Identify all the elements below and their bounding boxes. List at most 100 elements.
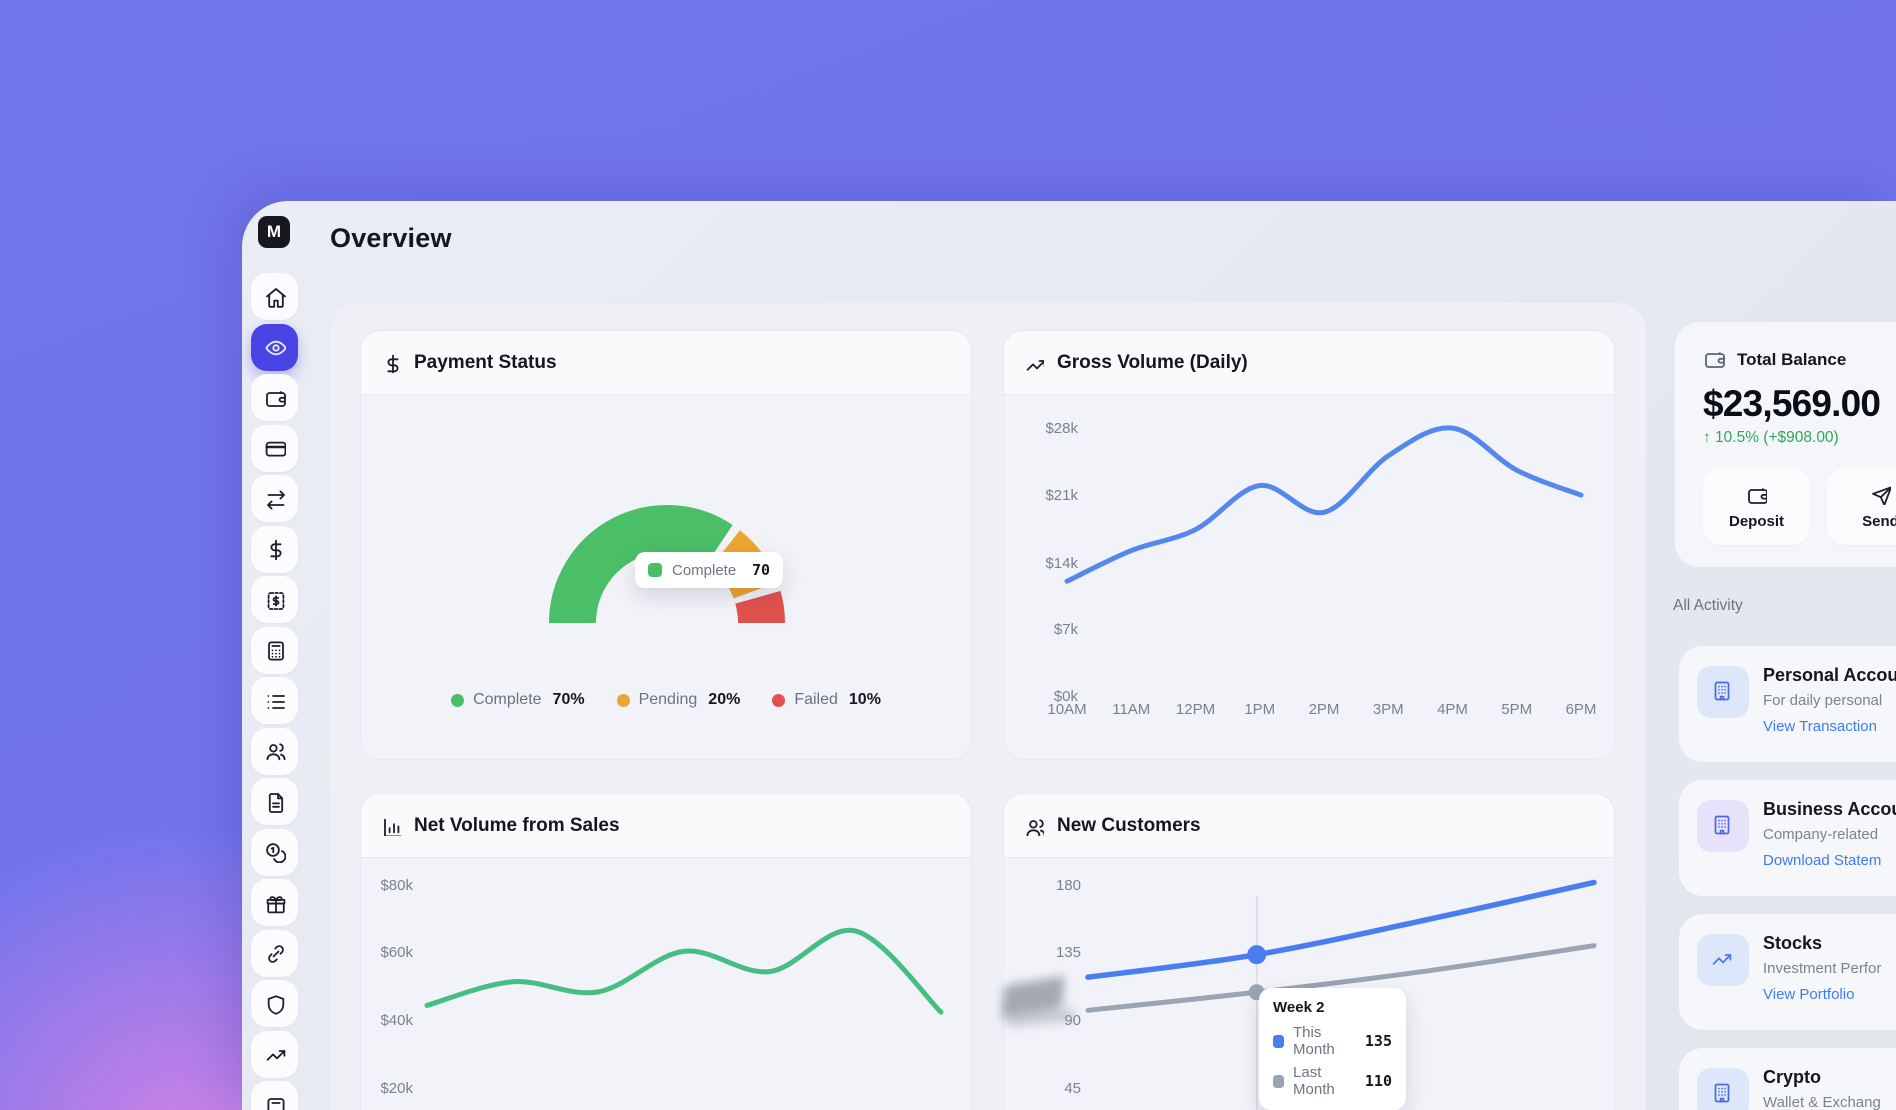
y-tick: 45 xyxy=(1064,1080,1081,1097)
tooltip-label: Complete xyxy=(672,561,737,579)
download-statement-link[interactable]: Download Statem xyxy=(1763,852,1882,869)
activity-item-business-account[interactable]: Business Accou Company-related Download … xyxy=(1679,780,1896,896)
gross-volume-body: $28k $21k $14k $7k $0k 10AM 11AM 12PM 1P… xyxy=(1004,395,1614,760)
sidebar-item-transfers[interactable] xyxy=(251,475,298,522)
x-tick: 6PM xyxy=(1565,701,1597,718)
gauge-legend: Complete 70% Pending 20% Failed 10% xyxy=(361,691,971,709)
sidebar-item-list[interactable] xyxy=(251,677,298,724)
net-volume-header: Net Volume from Sales xyxy=(361,794,971,858)
send-label: Send xyxy=(1862,512,1896,530)
y-tick: 135 xyxy=(1055,944,1081,961)
tooltip-row-this-month: This Month 135 xyxy=(1273,1024,1392,1058)
sidebar-item-device[interactable] xyxy=(251,1081,298,1110)
card-title: Gross Volume (Daily) xyxy=(1057,351,1248,373)
users-icon xyxy=(265,743,286,761)
sidebar-item-security[interactable] xyxy=(251,980,298,1027)
sidebar-item-coins[interactable] xyxy=(251,828,298,876)
x-tick: 3PM xyxy=(1372,701,1404,718)
balance-amount: $23,569.00 xyxy=(1703,383,1881,424)
calculator-icon xyxy=(267,641,284,661)
gauge-tooltip: Complete 70 xyxy=(635,552,783,588)
new-customers-card: New Customers 180 135 90 45 Week 2 This … xyxy=(1003,793,1615,1110)
tooltip-row-last-month: Last Month 110 xyxy=(1273,1064,1392,1098)
deposit-label: Deposit xyxy=(1728,512,1784,530)
balance-actions: Deposit Send xyxy=(1703,468,1896,545)
sidebar-item-home[interactable] xyxy=(251,273,298,320)
sidebar-item-rewards[interactable] xyxy=(251,879,298,926)
sidebar-item-analytics[interactable] xyxy=(251,1030,298,1078)
wallet-icon xyxy=(1748,487,1767,504)
balance-header: Total Balance xyxy=(1703,348,1896,371)
new-customers-body: 180 135 90 45 Week 2 This Month 135 La xyxy=(1004,858,1614,1110)
sidebar-item-invoices[interactable] xyxy=(251,576,298,623)
deposit-button[interactable]: Deposit xyxy=(1703,468,1810,545)
x-tick: 4PM xyxy=(1437,701,1468,718)
payment-status-header: Payment Status xyxy=(361,331,971,395)
activity-subtitle: Company-related xyxy=(1763,826,1879,843)
legend-value: 10% xyxy=(848,691,881,708)
activity-item-crypto[interactable]: Crypto Wallet & Exchang xyxy=(1679,1048,1896,1110)
dollar-icon xyxy=(387,354,399,373)
receipt-icon xyxy=(267,591,284,610)
legend-item-failed: Failed 10% xyxy=(772,691,881,709)
activity-title: Stocks xyxy=(1763,933,1823,953)
activity-title: Business Accou xyxy=(1763,799,1896,819)
link-icon xyxy=(267,945,284,963)
payment-status-card: Payment Status Complete 70 Complete 70% xyxy=(360,330,972,760)
home-icon xyxy=(265,287,286,308)
legend-item-complete: Complete 70% xyxy=(451,691,585,709)
sidebar-item-documents[interactable] xyxy=(251,778,298,825)
total-balance-card: Total Balance $23,569.00 ↑ 10.5% (+$908.… xyxy=(1675,322,1896,567)
page-title: Overview xyxy=(330,223,452,253)
y-tick: $0k xyxy=(1053,688,1078,705)
x-tick: 12PM xyxy=(1175,701,1216,718)
crypto-icon-tile xyxy=(1697,1068,1749,1110)
chart-column-icon xyxy=(384,818,401,836)
charts-wrapper: Payment Status Complete 70 Complete 70% xyxy=(330,303,1646,1110)
y-tick: $28k xyxy=(1045,420,1078,437)
sidebar-item-calculator[interactable] xyxy=(251,626,298,674)
sidebar-item-customers[interactable] xyxy=(251,727,298,775)
x-tick: 2PM xyxy=(1308,701,1340,718)
tooltip-value: 135 xyxy=(1364,1032,1392,1050)
shield-icon xyxy=(267,994,284,1015)
send-button[interactable]: Send xyxy=(1827,468,1896,545)
users-icon xyxy=(1026,818,1044,836)
legend-label: Failed xyxy=(794,691,838,708)
credit-card-icon xyxy=(264,441,286,457)
sidebar-item-overview[interactable] xyxy=(251,323,298,371)
net-volume-line-chart xyxy=(424,927,944,1015)
trending-up-icon xyxy=(1026,359,1044,371)
activity-title: Crypto xyxy=(1763,1067,1821,1087)
y-tick: $60k xyxy=(380,944,413,961)
activity-item-personal-account[interactable]: Personal Accou For daily personal View T… xyxy=(1679,646,1896,762)
sidebar-item-links[interactable] xyxy=(251,929,298,977)
file-text-icon xyxy=(268,792,283,813)
send-icon xyxy=(1872,485,1891,505)
gift-icon xyxy=(266,895,285,913)
x-tick: 5PM xyxy=(1501,701,1533,718)
tooltip-value: 70 xyxy=(751,561,770,579)
gross-volume-header: Gross Volume (Daily) xyxy=(1004,331,1614,395)
dollar-icon xyxy=(269,539,282,560)
view-portfolio-link[interactable]: View Portfolio xyxy=(1763,986,1855,1003)
app-logo[interactable]: M xyxy=(258,216,290,248)
activity-item-stocks[interactable]: Stocks Investment Perfor View Portfolio xyxy=(1679,914,1896,1030)
stocks-icon-tile xyxy=(1697,934,1749,986)
sidebar-item-payments[interactable] xyxy=(251,525,298,573)
balance-delta: ↑ 10.5% (+$908.00) xyxy=(1703,429,1839,446)
transfer-arrows-icon xyxy=(266,489,285,510)
complete-swatch xyxy=(648,563,662,577)
account-icon-tile xyxy=(1697,666,1749,718)
view-transactions-link[interactable]: View Transaction xyxy=(1763,718,1877,735)
trending-up-icon xyxy=(266,1050,285,1061)
building-icon xyxy=(1714,681,1729,700)
sidebar-nav xyxy=(251,273,299,1110)
sidebar-item-wallet[interactable] xyxy=(251,374,298,421)
card-title: New Customers xyxy=(1057,814,1201,836)
coins-icon xyxy=(265,843,286,863)
activity-subtitle: For daily personal xyxy=(1763,692,1883,709)
building-icon xyxy=(1714,1083,1729,1102)
y-tick: $40k xyxy=(380,1012,413,1029)
sidebar-item-cards[interactable] xyxy=(251,424,298,472)
